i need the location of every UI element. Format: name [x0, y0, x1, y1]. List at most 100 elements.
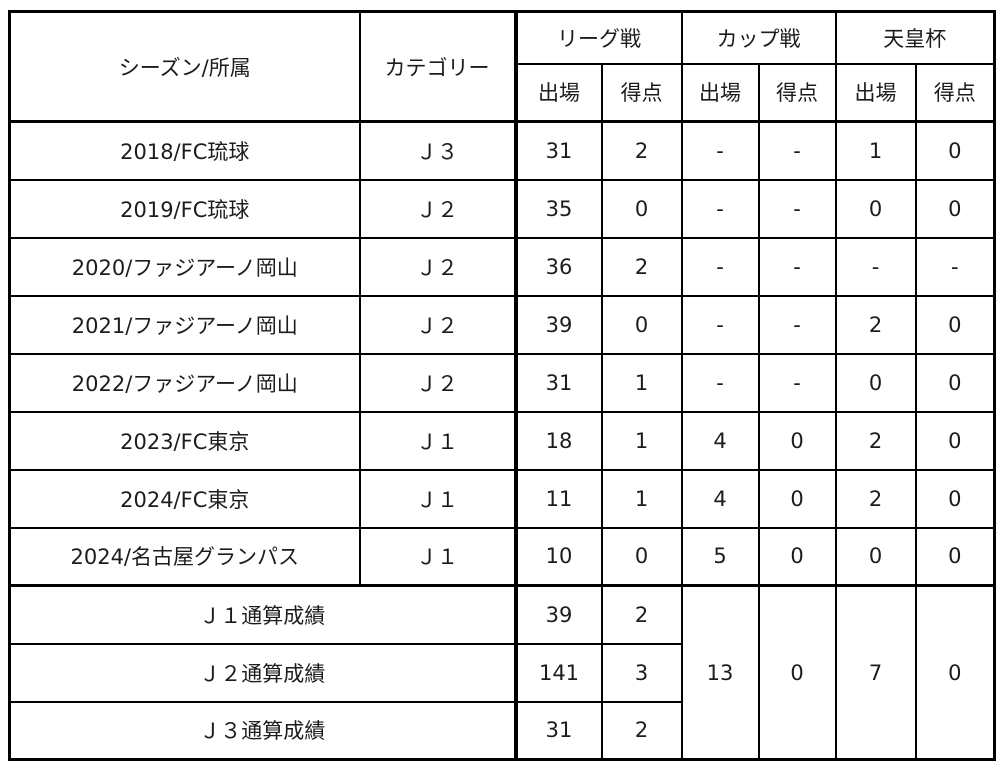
- table-row: 2022/ファジアーノ岡山 Ｊ２ 31 1 - - 0 0: [8, 352, 996, 413]
- header-category: カテゴリー: [358, 10, 518, 123]
- cup-goals-cell: -: [757, 178, 837, 239]
- emperor-goals-cell: 0: [914, 468, 996, 529]
- total-league-goals-cell: 3: [600, 642, 683, 703]
- total-cup-goals-cell: 0: [757, 584, 837, 761]
- header-league-goals: 得点: [600, 62, 683, 123]
- header-league-matches: リーグ戦: [514, 10, 683, 65]
- league-goals-cell: 2: [600, 120, 683, 181]
- total-league-goals-cell: 2: [600, 584, 683, 645]
- emperor-goals-cell: 0: [914, 526, 996, 587]
- league-apps-cell: 11: [514, 468, 603, 529]
- emperor-apps-cell: 2: [834, 468, 917, 529]
- league-apps-cell: 36: [514, 236, 603, 297]
- league-goals-cell: 1: [600, 468, 683, 529]
- table-row: 2024/FC東京 Ｊ１ 11 1 4 0 2 0: [8, 468, 996, 529]
- total-label-cell: Ｊ３通算成績: [8, 700, 518, 761]
- category-cell: Ｊ２: [358, 236, 518, 297]
- cup-apps-cell: 4: [680, 410, 760, 471]
- total-league-apps-cell: 141: [514, 642, 603, 703]
- league-apps-cell: 18: [514, 410, 603, 471]
- season-club-cell: 2021/ファジアーノ岡山: [8, 294, 361, 355]
- category-cell: Ｊ２: [358, 294, 518, 355]
- emperor-apps-cell: 0: [834, 352, 917, 413]
- league-goals-cell: 0: [600, 178, 683, 239]
- emperor-goals-cell: 0: [914, 120, 996, 181]
- emperor-apps-cell: 0: [834, 178, 917, 239]
- table-row: 2019/FC琉球 Ｊ２ 35 0 - - 0 0: [8, 178, 996, 239]
- table-row: 2023/FC東京 Ｊ１ 18 1 4 0 2 0: [8, 410, 996, 471]
- category-cell: Ｊ３: [358, 120, 518, 181]
- emperor-goals-cell: 0: [914, 294, 996, 355]
- season-club-cell: 2018/FC琉球: [8, 120, 361, 181]
- cup-goals-cell: -: [757, 120, 837, 181]
- cup-goals-cell: -: [757, 294, 837, 355]
- total-cup-apps-cell: 13: [680, 584, 760, 761]
- total-j1-row: Ｊ１通算成績 39 2 13 0 7 0: [8, 584, 996, 761]
- season-rows: 2018/FC琉球 Ｊ３ 31 2 - - 1 0 2019/FC琉球 Ｊ２ 3…: [8, 120, 996, 587]
- cup-apps-cell: 4: [680, 468, 760, 529]
- total-emperor-apps-cell: 7: [834, 584, 917, 761]
- league-apps-cell: 31: [514, 120, 603, 181]
- total-league-apps-cell: 31: [514, 700, 603, 761]
- total-emperor-goals-cell: 0: [914, 584, 996, 761]
- total-league-apps-cell: 39: [514, 584, 603, 645]
- table-row: 2020/ファジアーノ岡山 Ｊ２ 36 2 - - - -: [8, 236, 996, 297]
- season-club-cell: 2019/FC琉球: [8, 178, 361, 239]
- header-emperor-goals: 得点: [914, 62, 996, 123]
- emperor-goals-cell: -: [914, 236, 996, 297]
- header-row-sub: 出場 得点 出場 得点 出場 得点: [10, 62, 996, 123]
- table-row: 2018/FC琉球 Ｊ３ 31 2 - - 1 0: [8, 120, 996, 181]
- cup-apps-cell: -: [680, 236, 760, 297]
- league-apps-cell: 10: [514, 526, 603, 587]
- header-row-groups: シーズン/所属 カテゴリー リーグ戦 カップ戦 天皇杯: [8, 10, 996, 123]
- cup-goals-cell: -: [757, 236, 837, 297]
- season-club-cell: 2023/FC東京: [8, 410, 361, 471]
- total-league-goals-cell: 2: [600, 700, 683, 761]
- total-j3-row: Ｊ３通算成績 31 2: [8, 700, 995, 761]
- career-stats-table: シーズン/所属 カテゴリー リーグ戦 カップ戦 天皇杯 出場 得点 出場 得点 …: [8, 10, 996, 761]
- emperor-apps-cell: -: [834, 236, 917, 297]
- header-emperors-cup: 天皇杯: [834, 10, 996, 65]
- cup-apps-cell: -: [680, 294, 760, 355]
- league-apps-cell: 35: [514, 178, 603, 239]
- league-goals-cell: 2: [600, 236, 683, 297]
- league-goals-cell: 1: [600, 352, 683, 413]
- emperor-goals-cell: 0: [914, 410, 996, 471]
- emperor-apps-cell: 0: [834, 526, 917, 587]
- emperor-apps-cell: 2: [834, 410, 917, 471]
- season-club-cell: 2024/名古屋グランパス: [8, 526, 361, 587]
- cup-apps-cell: -: [680, 120, 760, 181]
- header-emperor-apps: 出場: [834, 62, 917, 123]
- cup-goals-cell: -: [757, 352, 837, 413]
- league-goals-cell: 1: [600, 410, 683, 471]
- league-goals-cell: 0: [600, 526, 683, 587]
- category-cell: Ｊ２: [358, 352, 518, 413]
- season-club-cell: 2020/ファジアーノ岡山: [8, 236, 361, 297]
- season-club-cell: 2022/ファジアーノ岡山: [8, 352, 361, 413]
- emperor-goals-cell: 0: [914, 178, 996, 239]
- category-cell: Ｊ１: [358, 526, 518, 587]
- table-row: 2024/名古屋グランパス Ｊ１ 10 0 5 0 0 0: [8, 526, 996, 587]
- total-label-cell: Ｊ１通算成績: [8, 584, 518, 645]
- totals-section: Ｊ１通算成績 39 2 13 0 7 0 Ｊ２通算成績 141 3 Ｊ３通算成績…: [8, 584, 996, 761]
- cup-goals-cell: 0: [757, 526, 837, 587]
- cup-goals-cell: 0: [757, 468, 837, 529]
- table-row: 2021/ファジアーノ岡山 Ｊ２ 39 0 - - 2 0: [8, 294, 996, 355]
- header-cup-matches: カップ戦: [680, 10, 837, 65]
- header-season-club: シーズン/所属: [8, 10, 361, 123]
- header-cup-apps: 出場: [680, 62, 760, 123]
- league-goals-cell: 0: [600, 294, 683, 355]
- total-j2-row: Ｊ２通算成績 141 3: [8, 642, 995, 703]
- table-header: シーズン/所属 カテゴリー リーグ戦 カップ戦 天皇杯 出場 得点 出場 得点 …: [8, 10, 996, 123]
- cup-goals-cell: 0: [757, 410, 837, 471]
- league-apps-cell: 39: [514, 294, 603, 355]
- cup-apps-cell: 5: [680, 526, 760, 587]
- season-club-cell: 2024/FC東京: [8, 468, 361, 529]
- header-league-apps: 出場: [514, 62, 603, 123]
- total-label-cell: Ｊ２通算成績: [8, 642, 518, 703]
- category-cell: Ｊ２: [358, 178, 518, 239]
- cup-apps-cell: -: [680, 178, 760, 239]
- cup-apps-cell: -: [680, 352, 760, 413]
- emperor-apps-cell: 2: [834, 294, 917, 355]
- emperor-apps-cell: 1: [834, 120, 917, 181]
